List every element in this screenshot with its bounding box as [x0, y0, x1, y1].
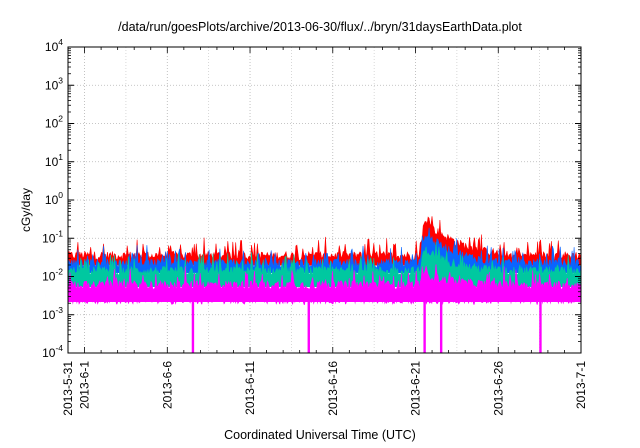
x-tick-label: 2013-6-21 — [409, 361, 423, 416]
y-tick-label: 100 — [45, 190, 63, 207]
x-tick-label: 2013-6-26 — [491, 361, 505, 416]
dropout-spike — [191, 299, 195, 353]
x-tick-label: 2013-6-11 — [243, 361, 257, 415]
dropout-spike — [307, 299, 310, 353]
axes — [67, 46, 582, 354]
x-tick-label: 2013-6-16 — [326, 361, 340, 416]
chart-title: /data/run/goesPlots/archive/2013-06-30/f… — [118, 20, 522, 34]
series-area — [67, 242, 582, 287]
data-series — [67, 216, 582, 353]
plot-frame — [67, 46, 582, 354]
dropout-spike — [539, 299, 542, 353]
dropout-spike — [439, 299, 443, 353]
y-tick-label: 10-2 — [42, 267, 63, 284]
y-tick-label: 104 — [45, 37, 63, 54]
x-tick-label: 2013-7-1 — [574, 361, 588, 409]
x-tick-label: 2013-5-31 — [61, 361, 75, 416]
series-area-lower — [68, 291, 581, 305]
x-tick-label: 2013-6-6 — [160, 361, 174, 409]
y-tick-label: 103 — [45, 75, 63, 92]
x-tick-label: 2013-6-1 — [78, 361, 92, 409]
y-tick-label: 102 — [45, 114, 63, 131]
y-tick-label: 10-4 — [42, 343, 63, 360]
dropout-spike — [423, 299, 426, 353]
y-tick-label: 10-3 — [42, 305, 63, 322]
y-tick-label: 10-1 — [42, 228, 63, 245]
grid-lines — [68, 47, 581, 353]
x-axis-label: Coordinated Universal Time (UTC) — [224, 428, 416, 442]
y-axis-label: cGy/day — [19, 187, 33, 233]
y-tick-label: 101 — [45, 152, 63, 169]
tick-labels: 10-4 10-3 10-2 10-1 100 101 102 103 104 2013-5-31… — [42, 37, 588, 416]
